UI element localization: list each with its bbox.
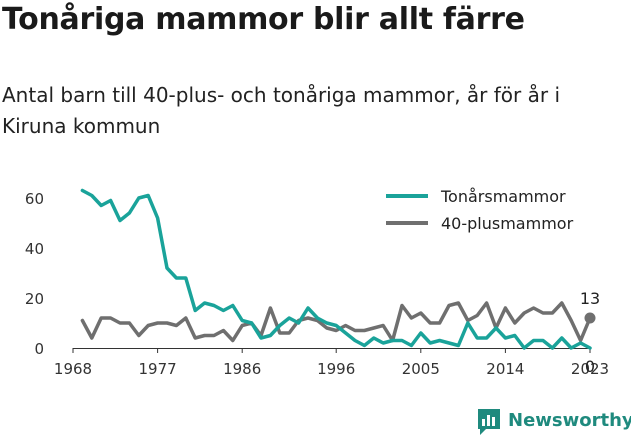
- brand-name: Newsworthy: [508, 410, 631, 431]
- chart-axes: 0 20 40 60 1968 1977 1986 1996 2005 2014 2023: [25, 190, 609, 378]
- chart-legend: Tonårsmammor 40-plusmammor: [386, 187, 574, 233]
- chart-lines: [80, 188, 592, 350]
- end-point-marker: [584, 312, 596, 324]
- x-tick-label: 1977: [139, 360, 177, 378]
- chart-title: Tonåriga mammor blir allt färre: [2, 2, 525, 37]
- y-tick-label: 40: [25, 240, 44, 258]
- legend-label: Tonårsmammor: [440, 187, 566, 206]
- x-tick-label: 2023: [571, 360, 609, 378]
- x-tick-label: 1968: [54, 360, 92, 378]
- x-tick-label: 2014: [486, 360, 524, 378]
- series-line: [80, 188, 592, 350]
- x-tick-label: 1986: [223, 360, 261, 378]
- end-value-label: 0: [585, 357, 595, 376]
- end-value-label: 13: [580, 289, 600, 308]
- legend-label: 40-plusmammor: [441, 214, 574, 233]
- chart-subtitle: Antal barn till 40-plus- och tonåriga ma…: [2, 83, 561, 138]
- x-tick-label: 2005: [402, 360, 440, 378]
- newsworthy-logo-icon: [478, 409, 500, 435]
- x-tick-label: 1996: [317, 360, 355, 378]
- y-tick-label: 60: [25, 190, 44, 208]
- chart-end-labels: 0 13: [580, 289, 600, 376]
- y-tick-label: 20: [25, 290, 44, 308]
- series-line: [80, 301, 592, 343]
- y-tick-label: 0: [34, 340, 44, 358]
